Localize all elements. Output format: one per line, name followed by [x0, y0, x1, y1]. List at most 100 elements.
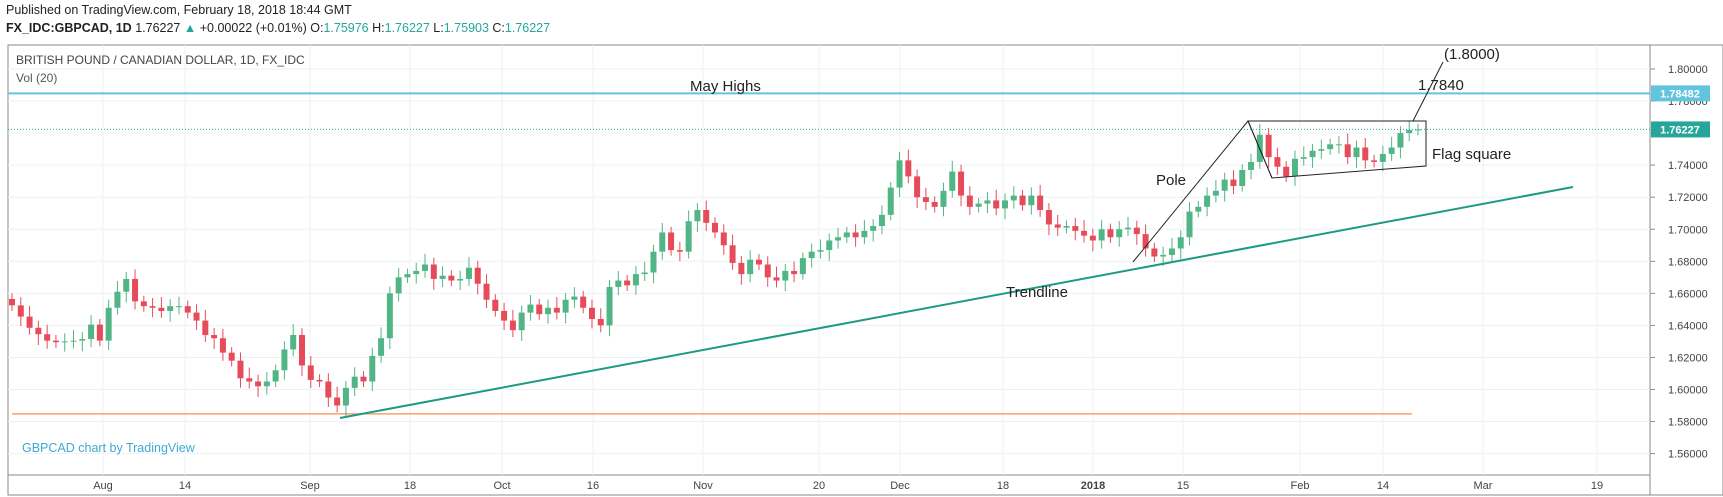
open-label: O:: [310, 21, 324, 35]
candle-up: [351, 376, 358, 388]
candle-up: [386, 293, 393, 339]
candle-down: [536, 304, 543, 315]
candle-up: [457, 278, 464, 281]
candle-down: [958, 171, 965, 196]
candle-down: [202, 320, 209, 336]
trendline: [339, 186, 1574, 419]
x-tick-label: Feb: [1291, 480, 1310, 492]
high-value: 1.76227: [384, 21, 430, 35]
candle-down: [588, 307, 595, 319]
candle-down: [712, 222, 718, 233]
high-label: H:: [372, 21, 385, 35]
candle-up: [1291, 158, 1298, 177]
x-tick-label: Nov: [693, 480, 713, 492]
candle-down: [132, 278, 139, 302]
published-info: Published on TradingView.com, February 1…: [6, 3, 352, 17]
candle-up: [422, 264, 429, 271]
candle-down: [914, 176, 921, 198]
candle-up: [105, 307, 112, 341]
candle-down: [430, 264, 437, 279]
candle-up: [650, 251, 657, 273]
candle-up: [1221, 179, 1228, 191]
candle-down: [755, 259, 762, 265]
candle-up: [975, 203, 982, 207]
may-highs-label: May Highs: [690, 78, 761, 95]
candle-down: [1283, 166, 1290, 177]
candle-down: [9, 298, 15, 306]
candle-down: [1107, 229, 1114, 238]
candle-down: [993, 200, 1000, 209]
candle-down: [597, 318, 604, 326]
candle-up: [887, 187, 894, 215]
candle-up: [1160, 254, 1167, 257]
candle-down: [158, 307, 165, 311]
horizontal-levels: [8, 92, 1650, 415]
candle-down: [193, 312, 200, 321]
target-17840-label: 1.7840: [1418, 77, 1464, 94]
candle-up: [1098, 229, 1105, 241]
symbol-label: FX_IDC:GBPCAD, 1D: [6, 21, 132, 35]
candle-up: [1239, 169, 1246, 186]
candle-up: [1063, 226, 1070, 228]
may-highs-price-tag: [1651, 85, 1710, 102]
candle-down: [1037, 195, 1044, 211]
candle-up: [123, 278, 130, 292]
candle-down: [729, 245, 736, 263]
candle-up: [1010, 195, 1017, 201]
low-label: L:: [433, 21, 444, 35]
candle-up: [290, 335, 297, 350]
price-tags: 1.78482 1.76227: [1651, 85, 1710, 138]
candle-up: [641, 272, 648, 275]
candle-down: [553, 307, 560, 313]
candle-up: [545, 307, 552, 315]
candle-down: [668, 232, 675, 251]
target-pointer: [1412, 61, 1444, 122]
candle-up: [1318, 149, 1325, 151]
candle-down: [501, 310, 508, 321]
candle-up: [465, 267, 472, 279]
candle-down: [773, 277, 780, 281]
candle-up: [88, 324, 95, 340]
candle-up: [799, 258, 806, 275]
candle-down: [676, 250, 683, 252]
candle-up: [281, 349, 288, 371]
x-tick-label: Sep: [300, 480, 320, 492]
candle-up: [1397, 133, 1404, 148]
candle-up: [949, 171, 956, 191]
x-tick-label: 19: [1591, 480, 1603, 492]
candle-up: [571, 296, 578, 300]
open-value: 1.75976: [323, 21, 369, 35]
candle-up: [527, 304, 534, 313]
candle-up: [404, 274, 411, 278]
candles: [9, 120, 1421, 417]
candle-up: [606, 286, 613, 326]
candle-down: [922, 197, 929, 203]
candle-up: [1415, 129, 1421, 131]
candle-up: [782, 270, 789, 281]
candle-down: [1019, 195, 1026, 206]
candle-down: [307, 365, 314, 380]
candle-up: [439, 275, 446, 279]
x-tick-label: Oct: [493, 480, 510, 492]
candle-up: [518, 312, 525, 331]
candle-down: [360, 376, 367, 382]
candle-down: [764, 264, 771, 278]
candle-up: [1116, 229, 1123, 238]
candle-up: [896, 160, 903, 188]
chart-frame: [7, 44, 1723, 496]
candle-down: [211, 335, 218, 339]
candle-up: [659, 232, 666, 252]
y-tick-label: 1.66000: [1668, 288, 1708, 300]
candle-up: [395, 277, 402, 294]
candle-down: [52, 340, 59, 343]
watermark[interactable]: GBPCAD chart by TradingView: [22, 441, 195, 455]
candle-up: [79, 339, 86, 341]
candle-down: [1072, 226, 1079, 231]
candle-down: [1151, 248, 1158, 257]
candle-down: [448, 275, 455, 281]
candle-up: [1248, 161, 1255, 170]
time-axis: Aug 14 Sep 18 Oct 16 Nov 20 Dec 18 2018 15 Feb 14 Mar 1…: [93, 480, 1603, 492]
candle-up: [1309, 150, 1316, 158]
candle-down: [905, 160, 912, 177]
